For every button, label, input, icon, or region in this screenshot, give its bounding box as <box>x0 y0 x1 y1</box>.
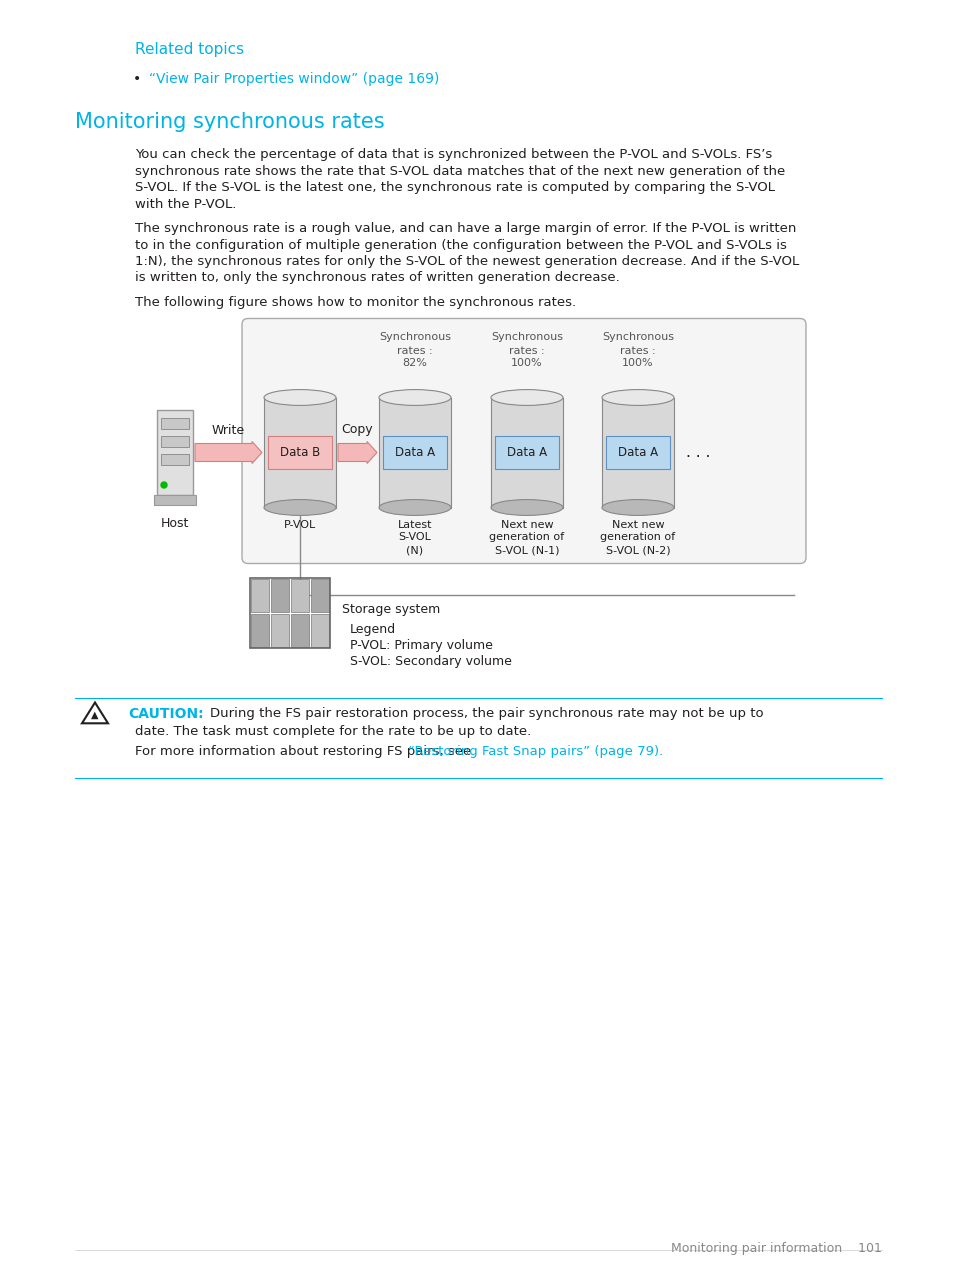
Text: Monitoring pair information    101: Monitoring pair information 101 <box>670 1242 882 1254</box>
FancyBboxPatch shape <box>268 436 332 469</box>
FancyArrow shape <box>337 441 376 464</box>
Text: 1:N), the synchronous rates for only the S-VOL of the newest generation decrease: 1:N), the synchronous rates for only the… <box>135 255 799 268</box>
Text: rates :: rates : <box>619 346 655 356</box>
Text: Synchronous: Synchronous <box>491 333 562 342</box>
Text: Data A: Data A <box>506 446 546 459</box>
Text: Synchronous: Synchronous <box>601 333 673 342</box>
Text: rates :: rates : <box>396 346 433 356</box>
Bar <box>161 418 189 430</box>
Ellipse shape <box>378 390 451 405</box>
Bar <box>378 398 451 507</box>
Text: date. The task must complete for the rate to be up to date.: date. The task must complete for the rat… <box>135 724 531 737</box>
Text: 100%: 100% <box>511 358 542 369</box>
Bar <box>264 398 335 507</box>
Bar <box>311 578 329 611</box>
Text: 82%: 82% <box>402 358 427 369</box>
Text: to in the configuration of multiple generation (the configuration between the P-: to in the configuration of multiple gene… <box>135 239 786 252</box>
Text: During the FS pair restoration process, the pair synchronous rate may not be up : During the FS pair restoration process, … <box>210 708 762 721</box>
Text: (N): (N) <box>406 545 423 555</box>
Text: . . .: . . . <box>685 445 710 460</box>
Bar <box>161 454 189 465</box>
Bar <box>271 614 289 647</box>
Ellipse shape <box>264 390 335 405</box>
Bar <box>291 614 309 647</box>
FancyBboxPatch shape <box>495 436 558 469</box>
Bar <box>153 494 195 505</box>
Text: Latest: Latest <box>397 520 432 530</box>
Bar <box>251 578 269 611</box>
Text: P-VOL: P-VOL <box>284 520 315 530</box>
Text: Data B: Data B <box>279 446 320 459</box>
Text: “View Pair Properties window” (page 169): “View Pair Properties window” (page 169) <box>149 72 439 86</box>
Bar <box>271 578 289 611</box>
Text: ▲: ▲ <box>91 709 99 719</box>
Bar <box>601 398 673 507</box>
Text: 100%: 100% <box>621 358 653 369</box>
Text: S-VOL (N-1): S-VOL (N-1) <box>495 545 558 555</box>
Text: The synchronous rate is a rough value, and can have a large margin of error. If : The synchronous rate is a rough value, a… <box>135 222 796 235</box>
Text: Data A: Data A <box>618 446 658 459</box>
Text: generation of: generation of <box>489 533 564 543</box>
Ellipse shape <box>601 390 673 405</box>
Text: S-VOL: Secondary volume: S-VOL: Secondary volume <box>350 655 512 667</box>
Text: with the P-VOL.: with the P-VOL. <box>135 197 236 211</box>
Text: •: • <box>132 72 141 86</box>
Text: Write: Write <box>212 423 245 436</box>
Text: P-VOL: Primary volume: P-VOL: Primary volume <box>350 638 493 652</box>
Text: CAUTION:: CAUTION: <box>128 708 203 722</box>
Text: S-VOL (N-2): S-VOL (N-2) <box>605 545 670 555</box>
Ellipse shape <box>491 500 562 516</box>
Text: rates :: rates : <box>509 346 544 356</box>
Ellipse shape <box>601 500 673 516</box>
Ellipse shape <box>378 500 451 516</box>
Text: is written to, only the synchronous rates of written generation decrease.: is written to, only the synchronous rate… <box>135 272 619 285</box>
Bar <box>491 398 562 507</box>
Text: S-VOL: S-VOL <box>398 533 431 543</box>
Text: Next new: Next new <box>611 520 663 530</box>
Text: Host: Host <box>161 517 189 530</box>
Bar <box>250 577 330 647</box>
Ellipse shape <box>491 390 562 405</box>
Text: Data A: Data A <box>395 446 435 459</box>
Text: S-VOL. If the S-VOL is the latest one, the synchronous rate is computed by compa: S-VOL. If the S-VOL is the latest one, t… <box>135 180 774 194</box>
FancyBboxPatch shape <box>383 436 446 469</box>
Text: You can check the percentage of data that is synchronized between the P-VOL and : You can check the percentage of data tha… <box>135 147 771 161</box>
Text: The following figure shows how to monitor the synchronous rates.: The following figure shows how to monito… <box>135 296 576 309</box>
Bar <box>291 578 309 611</box>
FancyBboxPatch shape <box>242 319 805 563</box>
FancyArrow shape <box>194 441 262 464</box>
Text: Related topics: Related topics <box>135 42 244 57</box>
Text: Next new: Next new <box>500 520 553 530</box>
FancyBboxPatch shape <box>157 411 193 494</box>
Text: Storage system: Storage system <box>341 602 439 615</box>
Text: generation of: generation of <box>599 533 675 543</box>
Bar <box>161 436 189 447</box>
Text: Legend: Legend <box>350 623 395 636</box>
Text: Synchronous: Synchronous <box>378 333 451 342</box>
Text: “Restoring Fast Snap pairs” (page 79).: “Restoring Fast Snap pairs” (page 79). <box>408 746 662 759</box>
Text: Monitoring synchronous rates: Monitoring synchronous rates <box>75 112 384 132</box>
Text: Copy: Copy <box>341 423 373 436</box>
Bar <box>251 614 269 647</box>
FancyBboxPatch shape <box>606 436 669 469</box>
Bar <box>311 614 329 647</box>
Circle shape <box>161 482 167 488</box>
Text: synchronous rate shows the rate that S-VOL data matches that of the next new gen: synchronous rate shows the rate that S-V… <box>135 164 784 178</box>
Text: For more information about restoring FS pairs, see: For more information about restoring FS … <box>135 746 475 759</box>
Ellipse shape <box>264 500 335 516</box>
